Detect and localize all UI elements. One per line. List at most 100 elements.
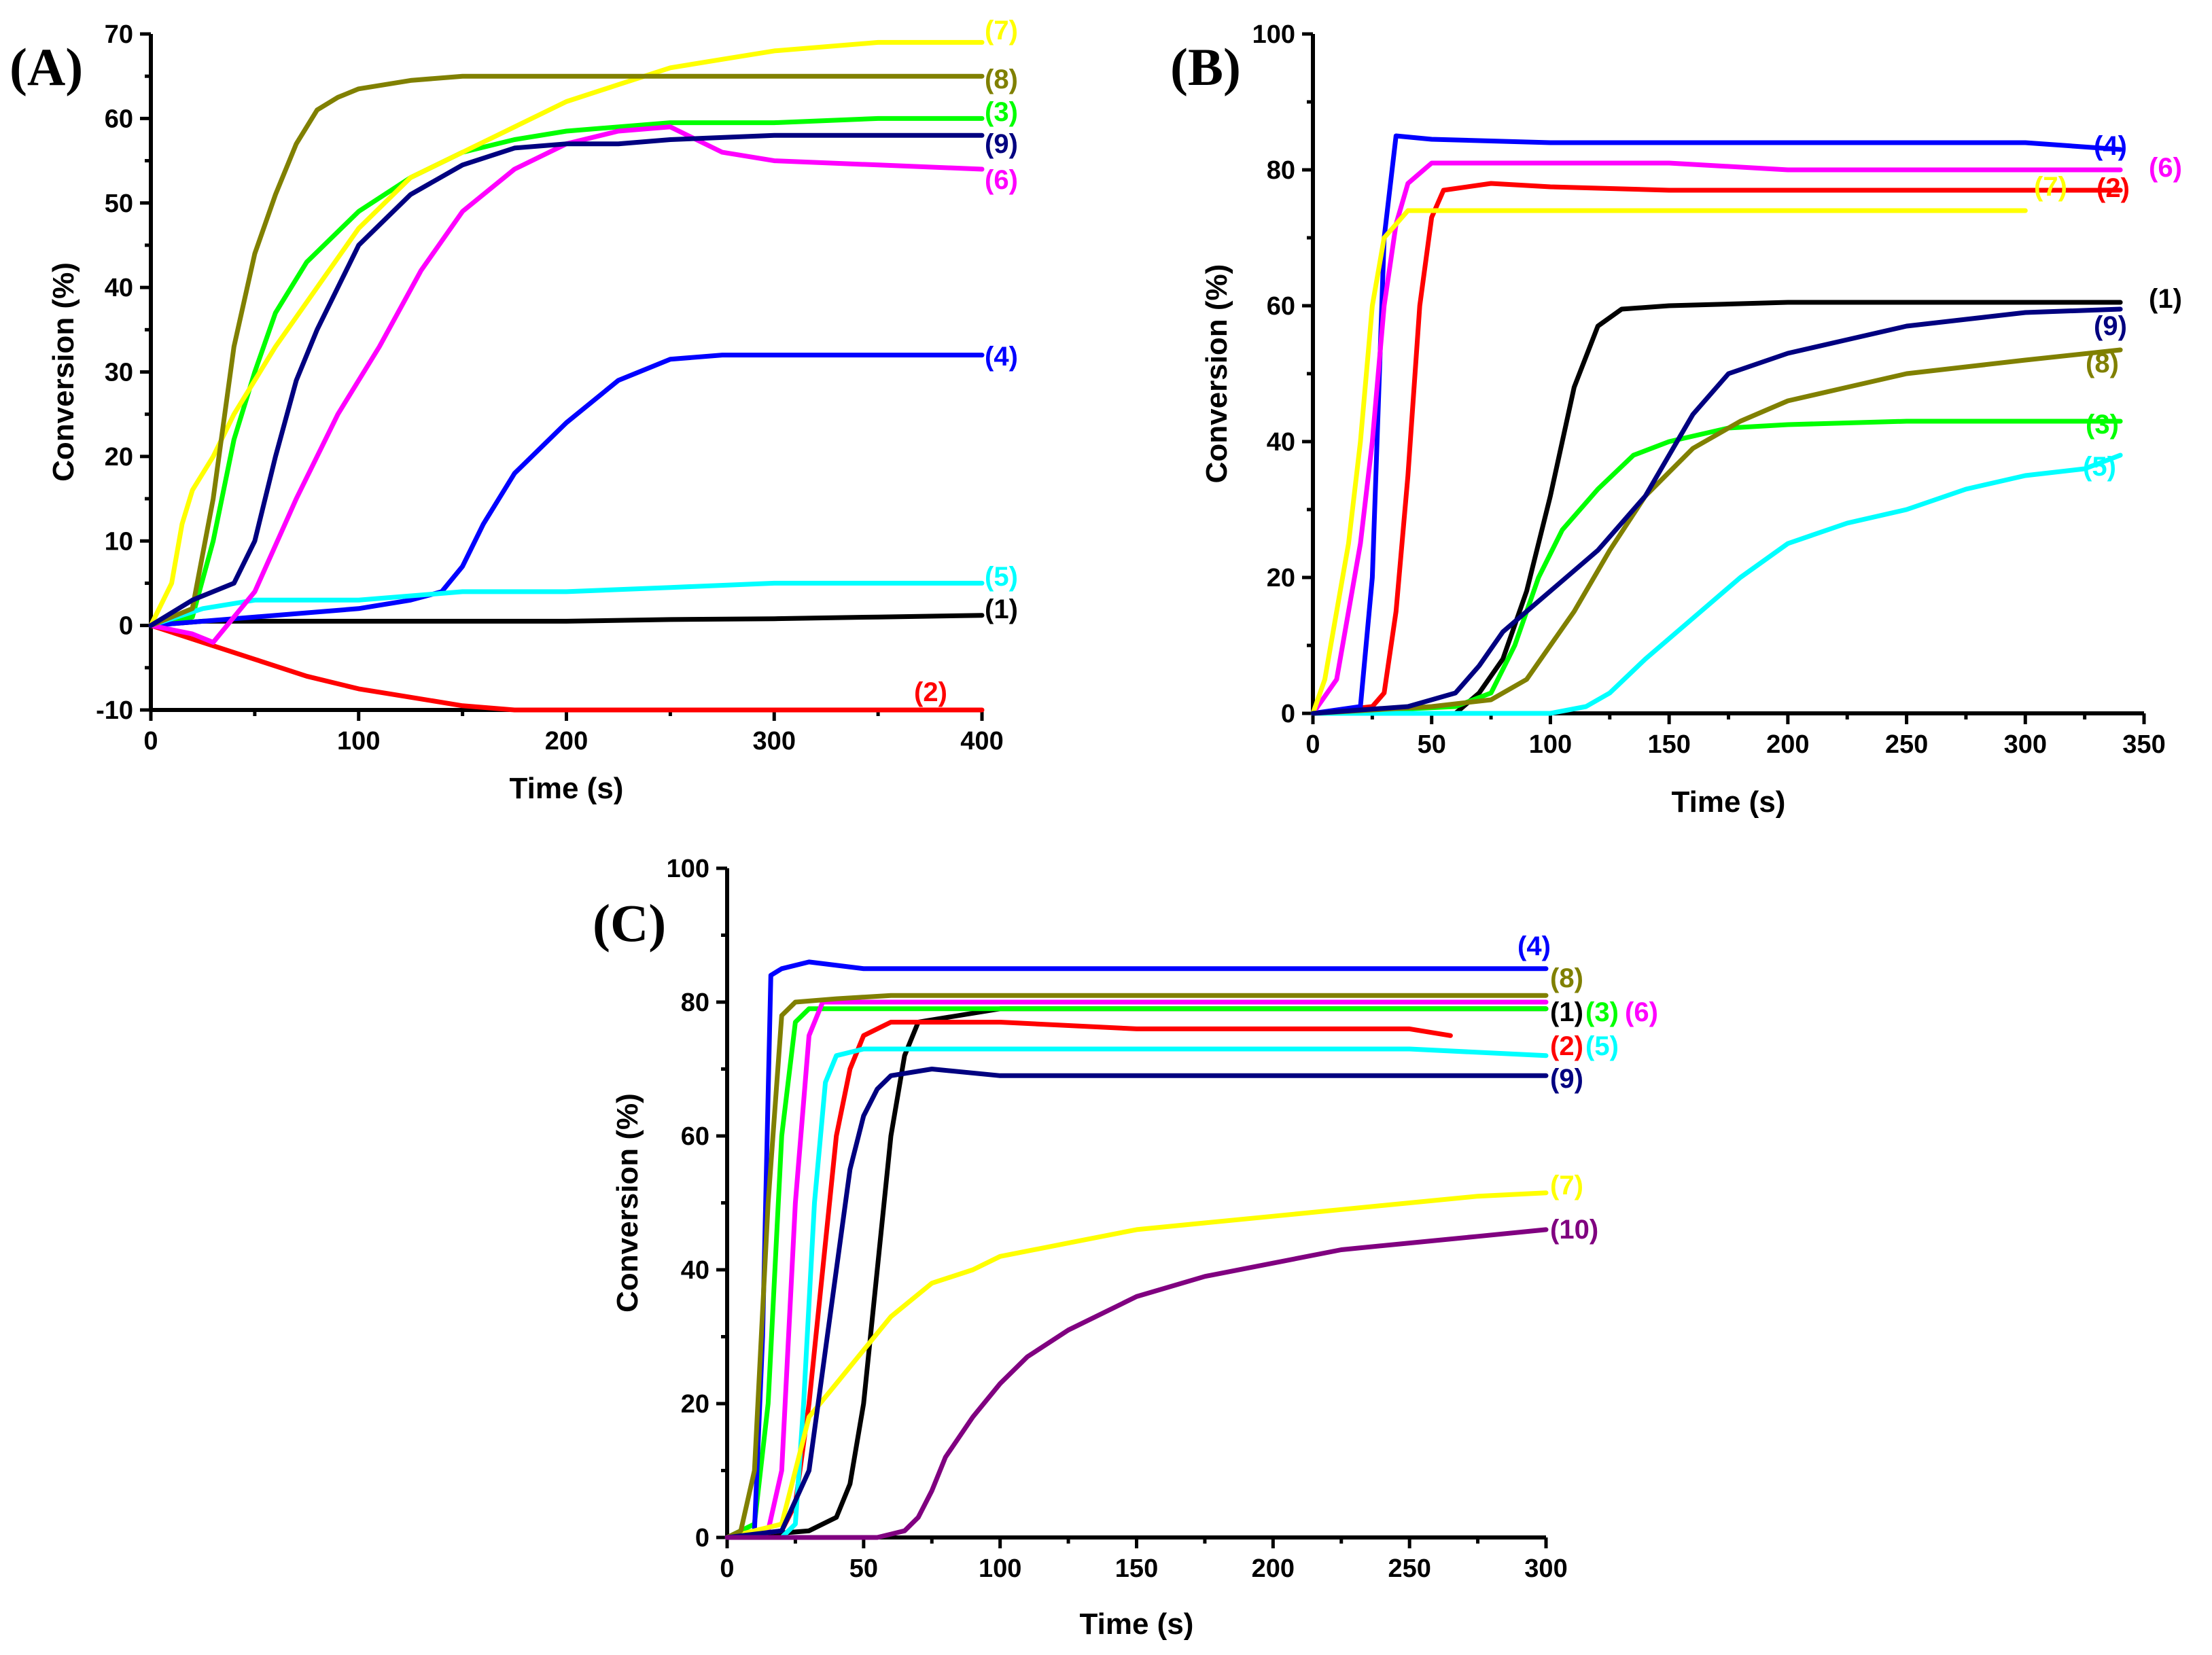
series-label: (8)	[985, 65, 1018, 94]
series-label: (3)	[2086, 410, 2119, 440]
x-tick-label: 300	[1524, 1554, 1567, 1583]
series-line	[148, 353, 985, 628]
y-tick-label: 20	[1267, 564, 1295, 592]
y-axis-title: Conversion (%)	[47, 262, 80, 482]
y-axis-title: Conversion (%)	[1200, 264, 1233, 484]
series-label: (9)	[2094, 311, 2127, 341]
y-tick-label: 0	[1281, 700, 1295, 728]
series-line	[1310, 133, 2123, 716]
y-tick-label: -10	[96, 696, 133, 725]
panel-label: (C)	[593, 893, 666, 953]
y-tick-label: 0	[119, 612, 133, 641]
series-line	[724, 1190, 1549, 1540]
x-axis-title: Time (s)	[1080, 1607, 1194, 1641]
y-tick-label: 80	[1267, 156, 1295, 185]
x-tick-label: 50	[1418, 730, 1446, 759]
series-line	[1310, 300, 2123, 716]
series-label: (1)	[2149, 284, 2182, 314]
series-label: (2)	[1550, 1031, 1583, 1061]
x-tick-label: 100	[337, 727, 380, 755]
y-tick-label: 20	[681, 1390, 709, 1419]
x-tick-label: 0	[1305, 730, 1320, 759]
series-line	[1310, 181, 2123, 716]
panel-label: (B)	[1170, 37, 1241, 96]
y-tick-label: 0	[695, 1524, 709, 1552]
series-line	[1310, 347, 2123, 716]
y-tick-label: 60	[105, 105, 133, 133]
x-tick-label: 0	[720, 1554, 734, 1583]
series-label: (2)	[2096, 173, 2130, 203]
series-line	[1310, 452, 2123, 716]
series-line	[148, 623, 985, 713]
y-tick-label: 20	[105, 443, 133, 471]
x-axis-title: Time (s)	[510, 772, 624, 805]
series-label: (7)	[2034, 172, 2067, 202]
series-line	[724, 1006, 1549, 1540]
series-label: (4)	[2094, 131, 2127, 161]
y-tick-label: 10	[105, 527, 133, 556]
series-line	[724, 1067, 1549, 1540]
y-tick-label: 60	[681, 1122, 709, 1151]
series-line	[1310, 160, 2123, 716]
series-label: (1)	[1550, 997, 1583, 1027]
series-label: (4)	[985, 342, 1018, 372]
series-label: (9)	[985, 129, 1018, 159]
x-tick-label: 150	[1115, 1554, 1158, 1583]
x-tick-label: 50	[849, 1554, 878, 1583]
x-tick-label: 400	[960, 727, 1003, 755]
x-tick-label: 200	[1766, 730, 1809, 759]
series-label: (9)	[1550, 1064, 1583, 1094]
y-tick-label: 100	[1252, 20, 1295, 49]
series-line	[724, 1227, 1549, 1540]
series-label: (6)	[1625, 997, 1658, 1027]
series-label: (6)	[2149, 153, 2182, 183]
series-line	[724, 993, 1549, 1540]
series-line	[724, 1046, 1549, 1540]
y-tick-label: 30	[105, 359, 133, 387]
x-tick-label: 350	[2122, 730, 2165, 759]
y-tick-label: 100	[667, 855, 709, 883]
series-line	[148, 115, 985, 628]
x-axis-title: Time (s)	[1672, 785, 1786, 819]
series-line	[148, 124, 985, 645]
x-tick-label: 150	[1647, 730, 1690, 759]
series-label: (8)	[1550, 963, 1583, 993]
series-label: (7)	[985, 16, 1018, 46]
x-tick-label: 200	[1252, 1554, 1295, 1583]
series-line	[148, 39, 985, 628]
series-label: (3)	[1585, 997, 1619, 1027]
y-tick-label: 50	[105, 190, 133, 218]
series-label: (1)	[985, 594, 1018, 624]
panel-1: 0 50 100 150 200 250 300 350 0 20 40 60 80 100 Time (s…	[1170, 20, 2182, 819]
series-line	[724, 1006, 1549, 1540]
series-label: (7)	[1550, 1171, 1583, 1200]
series-label: (3)	[985, 97, 1018, 127]
series-label: (10)	[1550, 1215, 1598, 1245]
series-label: (5)	[2083, 452, 2116, 482]
series-line	[148, 580, 985, 628]
series-label: (8)	[2086, 349, 2119, 378]
x-tick-label: 250	[1885, 730, 1928, 759]
series-line	[1310, 419, 2123, 716]
y-tick-label: 70	[105, 20, 133, 49]
panel-2: 0 50 100 150 200 250 300 0 20 40 60 80 100 Time (s) Co…	[593, 855, 1658, 1641]
panel-label: (A)	[10, 37, 83, 96]
x-tick-label: 300	[753, 727, 796, 755]
series-label: (5)	[985, 562, 1018, 592]
series-line	[724, 999, 1549, 1540]
series-line	[148, 73, 985, 628]
x-tick-label: 300	[2004, 730, 2047, 759]
x-tick-label: 250	[1388, 1554, 1430, 1583]
x-tick-label: 100	[1529, 730, 1572, 759]
series-label: (5)	[1585, 1031, 1619, 1061]
series-label: (4)	[1517, 931, 1551, 961]
y-tick-label: 40	[681, 1256, 709, 1285]
series-label: (6)	[985, 165, 1018, 195]
x-tick-label: 100	[979, 1554, 1021, 1583]
series-line	[1310, 306, 2123, 716]
series-line	[148, 132, 985, 628]
x-tick-label: 0	[143, 727, 158, 755]
panel-0: 0 100 200 300 400 -10 0 10 20 30 40 50 60 70 Time (s) C…	[10, 16, 1018, 805]
x-tick-label: 200	[545, 727, 588, 755]
